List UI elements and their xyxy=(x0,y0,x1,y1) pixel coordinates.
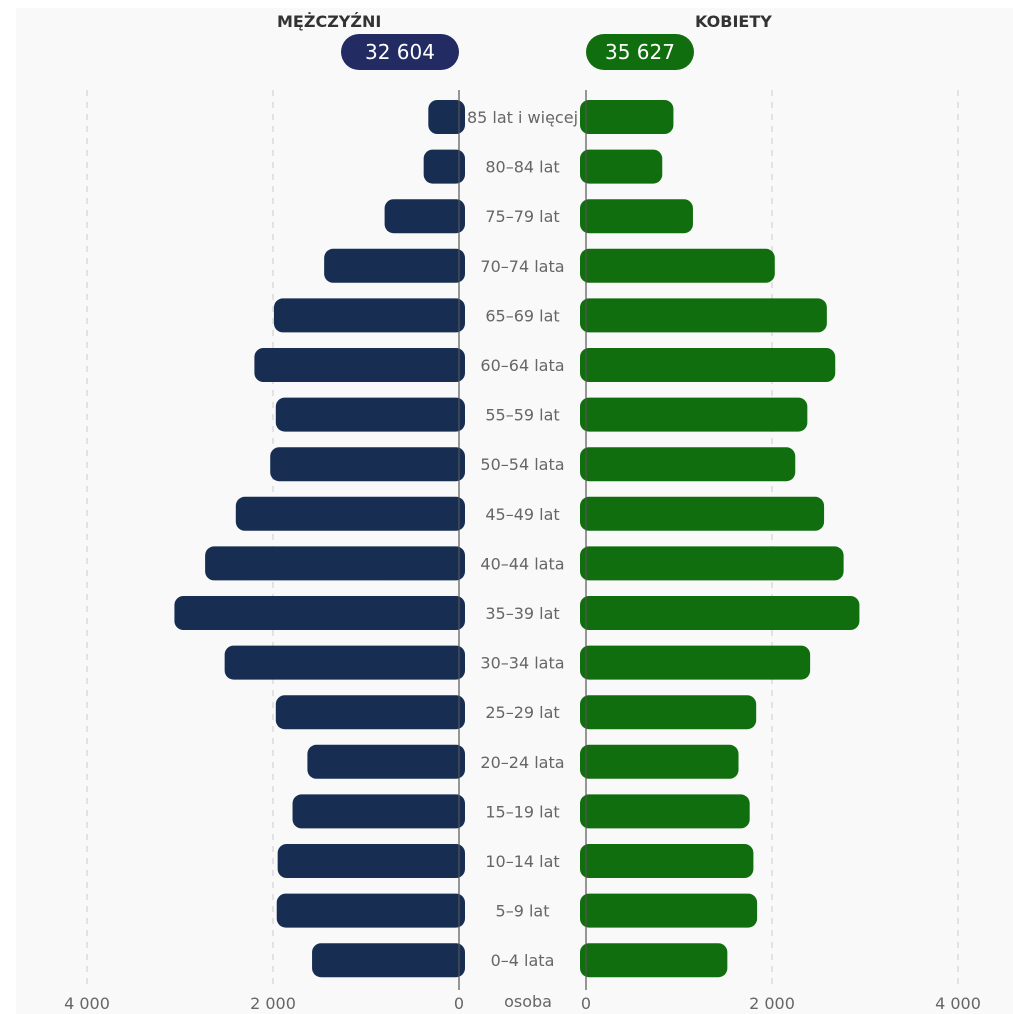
chart-panel xyxy=(16,8,1013,1014)
bar-men xyxy=(312,943,465,978)
women-total-badge: 35 627 xyxy=(586,34,694,70)
category-label: 65–69 lat xyxy=(485,306,559,325)
bar-men xyxy=(205,546,466,581)
bar-women xyxy=(580,149,663,184)
bar-men xyxy=(307,744,465,779)
bar-women xyxy=(580,645,811,680)
tick-label-right: 2 000 xyxy=(749,994,795,1013)
bar-men xyxy=(275,695,465,730)
category-label: 50–54 lata xyxy=(480,455,564,474)
bar-men xyxy=(277,844,465,878)
category-label: 20–24 lata xyxy=(480,753,564,772)
bar-men xyxy=(423,149,465,184)
tick-label-right: 0 xyxy=(581,994,591,1013)
category-label: 30–34 lata xyxy=(480,654,564,673)
category-label: 75–79 lat xyxy=(485,207,559,226)
category-label: 80–84 lat xyxy=(485,158,559,177)
bar-women xyxy=(580,348,836,382)
bar-men xyxy=(224,645,465,680)
category-label: 5–9 lat xyxy=(496,902,550,921)
bar-men xyxy=(275,397,465,432)
category-label: 45–49 lat xyxy=(485,505,559,524)
bar-women xyxy=(580,794,750,829)
tick-label-left: 2 000 xyxy=(250,994,296,1013)
category-label: 10–14 lat xyxy=(485,852,559,871)
men-total-badge: 32 604 xyxy=(341,34,459,70)
bar-men xyxy=(276,893,465,928)
tick-label-left: 0 xyxy=(454,994,464,1013)
bar-women xyxy=(580,496,825,531)
category-label: 40–44 lata xyxy=(480,554,564,573)
category-label: 35–39 lat xyxy=(485,604,559,623)
bar-women xyxy=(580,695,757,730)
women-header: KOBIETY xyxy=(695,12,772,31)
bar-women xyxy=(580,844,754,878)
bar-men xyxy=(174,596,466,630)
category-label: 55–59 lat xyxy=(485,406,559,425)
bar-women xyxy=(580,100,674,134)
men-header: MĘŻCZYŹNI xyxy=(277,12,382,31)
bar-men xyxy=(324,248,465,283)
bar-men xyxy=(235,496,465,531)
bar-women xyxy=(580,596,860,630)
bar-women xyxy=(580,248,775,283)
tick-label-left: 4 000 xyxy=(64,994,110,1013)
bar-women xyxy=(580,744,739,779)
bar-men xyxy=(270,447,465,482)
bar-women xyxy=(580,893,758,928)
bar-women xyxy=(580,199,693,234)
bar-men xyxy=(273,298,465,333)
bar-women xyxy=(580,298,827,333)
bar-men xyxy=(292,794,465,829)
bar-men xyxy=(384,199,465,234)
category-label: 15–19 lat xyxy=(485,802,559,821)
tick-label-right: 4 000 xyxy=(935,994,981,1013)
bar-women xyxy=(580,546,844,581)
category-label: 60–64 lata xyxy=(480,356,564,375)
bar-women xyxy=(580,447,796,482)
category-label: 0–4 lata xyxy=(491,951,555,970)
bar-women xyxy=(580,943,728,978)
bar-men xyxy=(428,100,465,134)
category-label: 25–29 lat xyxy=(485,703,559,722)
category-label: 70–74 lata xyxy=(480,257,564,276)
bar-men xyxy=(254,348,465,382)
category-label: 85 lat i więcej xyxy=(467,108,578,127)
bar-women xyxy=(580,397,808,432)
unit-label: osoba xyxy=(504,992,552,1011)
